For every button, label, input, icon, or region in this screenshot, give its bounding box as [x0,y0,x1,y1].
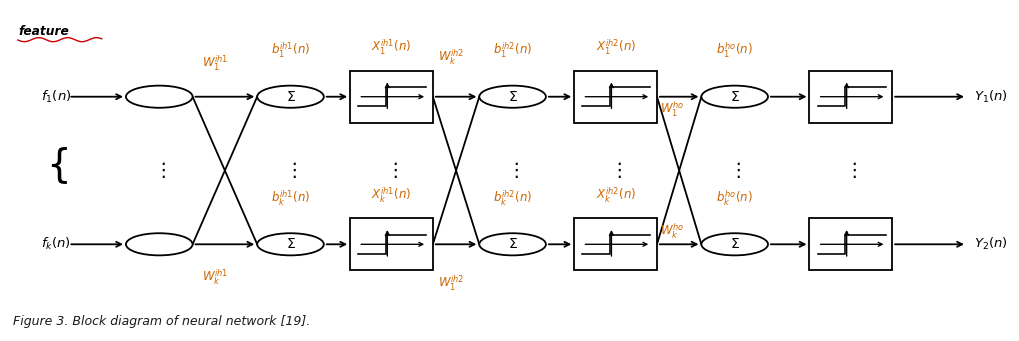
Circle shape [126,86,193,108]
Text: $\vdots$: $\vdots$ [845,161,857,180]
Bar [574,71,657,123]
Text: $X_k^{ih2}(n)$: $X_k^{ih2}(n)$ [595,186,636,205]
Text: $\vdots$: $\vdots$ [729,161,741,180]
Text: $\Sigma$: $\Sigma$ [730,237,740,251]
Circle shape [257,233,324,255]
Text: $Y_1(n)$: $Y_1(n)$ [974,89,1008,105]
Bar [351,218,433,270]
Text: {: { [46,147,70,184]
Text: $\vdots$: $\vdots$ [385,161,397,180]
Text: $W_k^{ho}$: $W_k^{ho}$ [660,221,685,241]
Text: $X_1^{ih2}(n)$: $X_1^{ih2}(n)$ [595,38,636,57]
Bar [351,71,433,123]
Text: $\Sigma$: $\Sigma$ [507,90,518,104]
Text: $f_k(n)$: $f_k(n)$ [41,236,71,252]
Bar [574,218,657,270]
Text: Figure 3. Block diagram of neural network [19].: Figure 3. Block diagram of neural networ… [13,315,310,328]
Text: $f_1(n)$: $f_1(n)$ [41,89,71,105]
Circle shape [479,233,546,255]
Text: $\vdots$: $\vdots$ [506,161,519,180]
Circle shape [701,86,768,108]
Text: $W_1^{ih2}$: $W_1^{ih2}$ [438,273,465,293]
Text: $X_1^{ih1}(n)$: $X_1^{ih1}(n)$ [371,38,412,57]
Bar [809,218,893,270]
Text: $Y_2(n)$: $Y_2(n)$ [974,236,1008,252]
Text: $b_1^{ih1}(n)$: $b_1^{ih1}(n)$ [271,41,310,60]
Text: $b_k^{ho}(n)$: $b_k^{ho}(n)$ [716,189,753,208]
Text: $X_k^{ih1}(n)$: $X_k^{ih1}(n)$ [371,186,412,205]
Text: $W_1^{ih1}$: $W_1^{ih1}$ [202,54,228,73]
Text: $b_k^{ih2}(n)$: $b_k^{ih2}(n)$ [493,189,532,208]
Text: $W_1^{ho}$: $W_1^{ho}$ [660,100,685,119]
Bar [809,71,893,123]
Text: $W_k^{ih2}$: $W_k^{ih2}$ [438,48,465,68]
Text: $\Sigma$: $\Sigma$ [507,237,518,251]
Text: $\Sigma$: $\Sigma$ [285,237,296,251]
Text: $b_1^{ih2}(n)$: $b_1^{ih2}(n)$ [493,41,532,60]
Text: feature: feature [18,25,68,38]
Circle shape [479,86,546,108]
Text: $W_k^{ih1}$: $W_k^{ih1}$ [202,268,228,287]
Circle shape [126,233,193,255]
Text: $\vdots$: $\vdots$ [609,161,622,180]
Circle shape [701,233,768,255]
Text: $\Sigma$: $\Sigma$ [285,90,296,104]
Text: $\vdots$: $\vdots$ [284,161,297,180]
Text: $\vdots$: $\vdots$ [153,161,166,180]
Text: $\Sigma$: $\Sigma$ [730,90,740,104]
Circle shape [257,86,324,108]
Text: $b_1^{ho}(n)$: $b_1^{ho}(n)$ [716,41,753,60]
Text: $b_k^{ih1}(n)$: $b_k^{ih1}(n)$ [271,189,310,208]
